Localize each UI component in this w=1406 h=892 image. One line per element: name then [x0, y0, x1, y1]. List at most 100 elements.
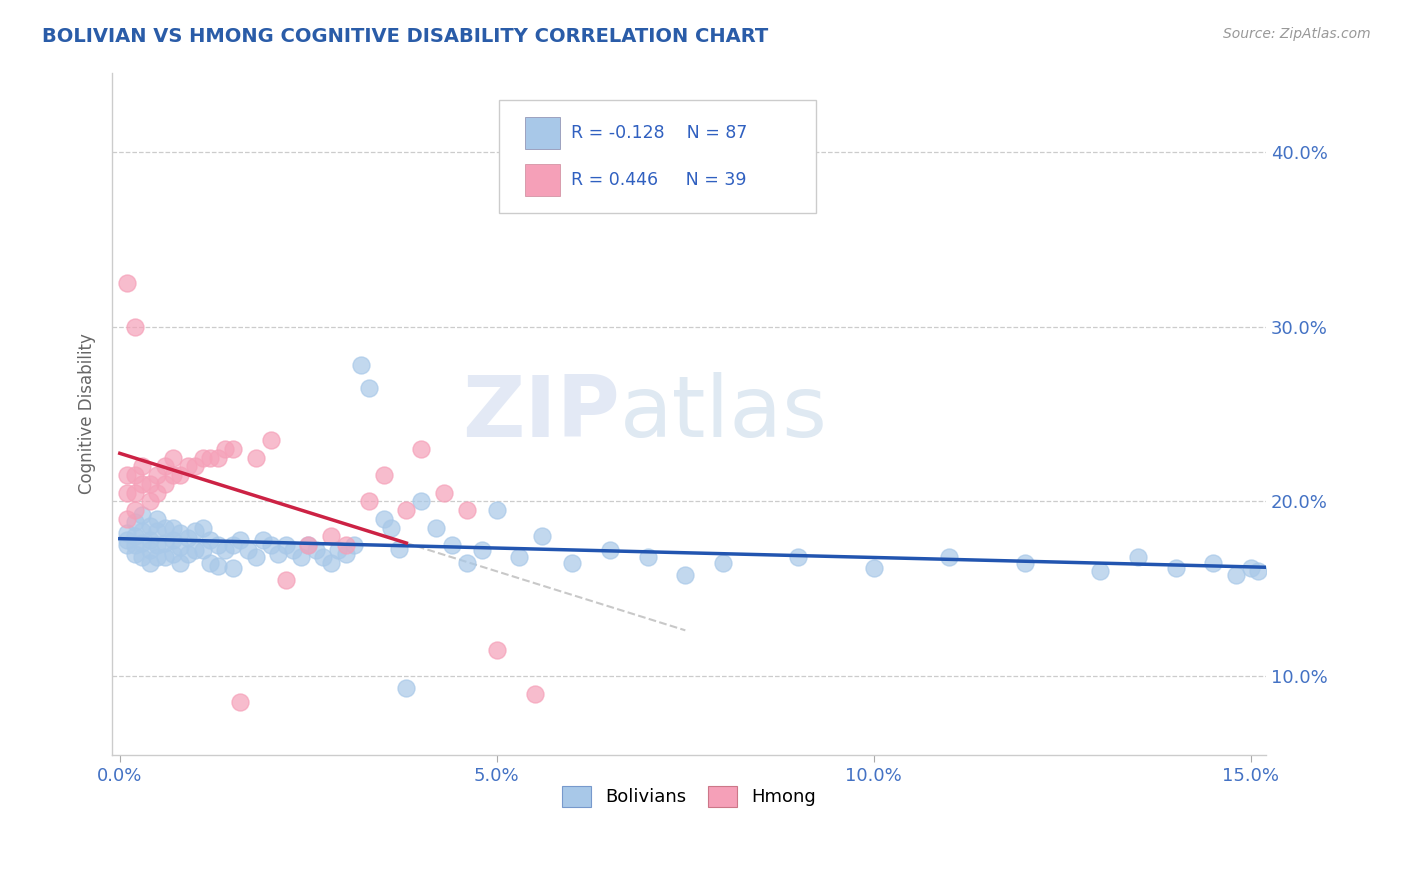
Point	[1247, 564, 1270, 578]
Point	[191, 543, 214, 558]
Y-axis label: Cognitive Disability: Cognitive Disability	[79, 334, 96, 494]
Point	[214, 442, 236, 456]
Point	[319, 529, 342, 543]
Point	[131, 459, 153, 474]
Point	[259, 538, 281, 552]
Point	[1225, 567, 1247, 582]
Point	[335, 538, 357, 552]
Point	[350, 358, 373, 372]
FancyBboxPatch shape	[499, 100, 815, 213]
Point	[153, 459, 176, 474]
Point	[236, 543, 259, 558]
Point	[153, 476, 176, 491]
Point	[169, 525, 191, 540]
Point	[139, 476, 162, 491]
Point	[207, 559, 229, 574]
Point	[787, 550, 810, 565]
Point	[312, 550, 335, 565]
Point	[637, 550, 659, 565]
Point	[184, 524, 207, 538]
Point	[283, 543, 305, 558]
Point	[1164, 561, 1187, 575]
Point	[124, 529, 146, 543]
Point	[395, 503, 418, 517]
Point	[146, 468, 169, 483]
Point	[673, 567, 696, 582]
Point	[162, 450, 184, 465]
Point	[146, 538, 169, 552]
Point	[1126, 550, 1149, 565]
Text: R = 0.446     N = 39: R = 0.446 N = 39	[571, 171, 747, 189]
Point	[297, 538, 319, 552]
Point	[146, 485, 169, 500]
Point	[153, 520, 176, 534]
Point	[162, 533, 184, 547]
Text: BOLIVIAN VS HMONG COGNITIVE DISABILITY CORRELATION CHART: BOLIVIAN VS HMONG COGNITIVE DISABILITY C…	[42, 27, 769, 45]
Point	[139, 494, 162, 508]
Point	[267, 547, 290, 561]
Point	[117, 485, 139, 500]
Point	[373, 512, 395, 526]
Point	[1202, 556, 1225, 570]
Point	[139, 519, 162, 533]
Point	[146, 550, 169, 565]
Point	[184, 459, 207, 474]
Point	[938, 550, 960, 565]
Point	[214, 543, 236, 558]
Point	[124, 516, 146, 530]
Point	[207, 450, 229, 465]
Point	[117, 468, 139, 483]
Point	[222, 561, 245, 575]
Point	[200, 556, 222, 570]
Point	[124, 468, 146, 483]
Text: Source: ZipAtlas.com: Source: ZipAtlas.com	[1223, 27, 1371, 41]
Point	[274, 573, 297, 587]
Point	[131, 476, 153, 491]
Point	[139, 556, 162, 570]
Point	[425, 520, 447, 534]
FancyBboxPatch shape	[526, 163, 560, 196]
Point	[1014, 556, 1036, 570]
Point	[139, 543, 162, 558]
Point	[191, 520, 214, 534]
Point	[131, 508, 153, 523]
Point	[124, 538, 146, 552]
Point	[176, 547, 198, 561]
Text: ZIP: ZIP	[463, 373, 620, 456]
Point	[433, 485, 456, 500]
Point	[169, 556, 191, 570]
Point	[471, 543, 494, 558]
Point	[153, 536, 176, 550]
Point	[1240, 561, 1263, 575]
Point	[388, 541, 411, 556]
Point	[456, 503, 478, 517]
Point	[153, 550, 176, 565]
Point	[290, 550, 312, 565]
Point	[1088, 564, 1111, 578]
Point	[200, 533, 222, 547]
Point	[328, 543, 350, 558]
Point	[319, 556, 342, 570]
Point	[117, 533, 139, 547]
Legend: Bolivians, Hmong: Bolivians, Hmong	[555, 779, 824, 814]
Point	[863, 561, 886, 575]
Point	[124, 319, 146, 334]
Point	[523, 687, 546, 701]
Point	[176, 531, 198, 545]
Point	[146, 512, 169, 526]
Point	[146, 524, 169, 538]
Point	[207, 538, 229, 552]
Point	[357, 494, 380, 508]
Point	[274, 538, 297, 552]
Point	[124, 547, 146, 561]
Point	[440, 538, 463, 552]
Point	[380, 520, 402, 534]
Point	[259, 433, 281, 447]
Point	[162, 468, 184, 483]
Point	[131, 524, 153, 538]
Point	[117, 538, 139, 552]
Point	[191, 450, 214, 465]
Point	[162, 520, 184, 534]
Point	[531, 529, 554, 543]
Point	[411, 442, 433, 456]
